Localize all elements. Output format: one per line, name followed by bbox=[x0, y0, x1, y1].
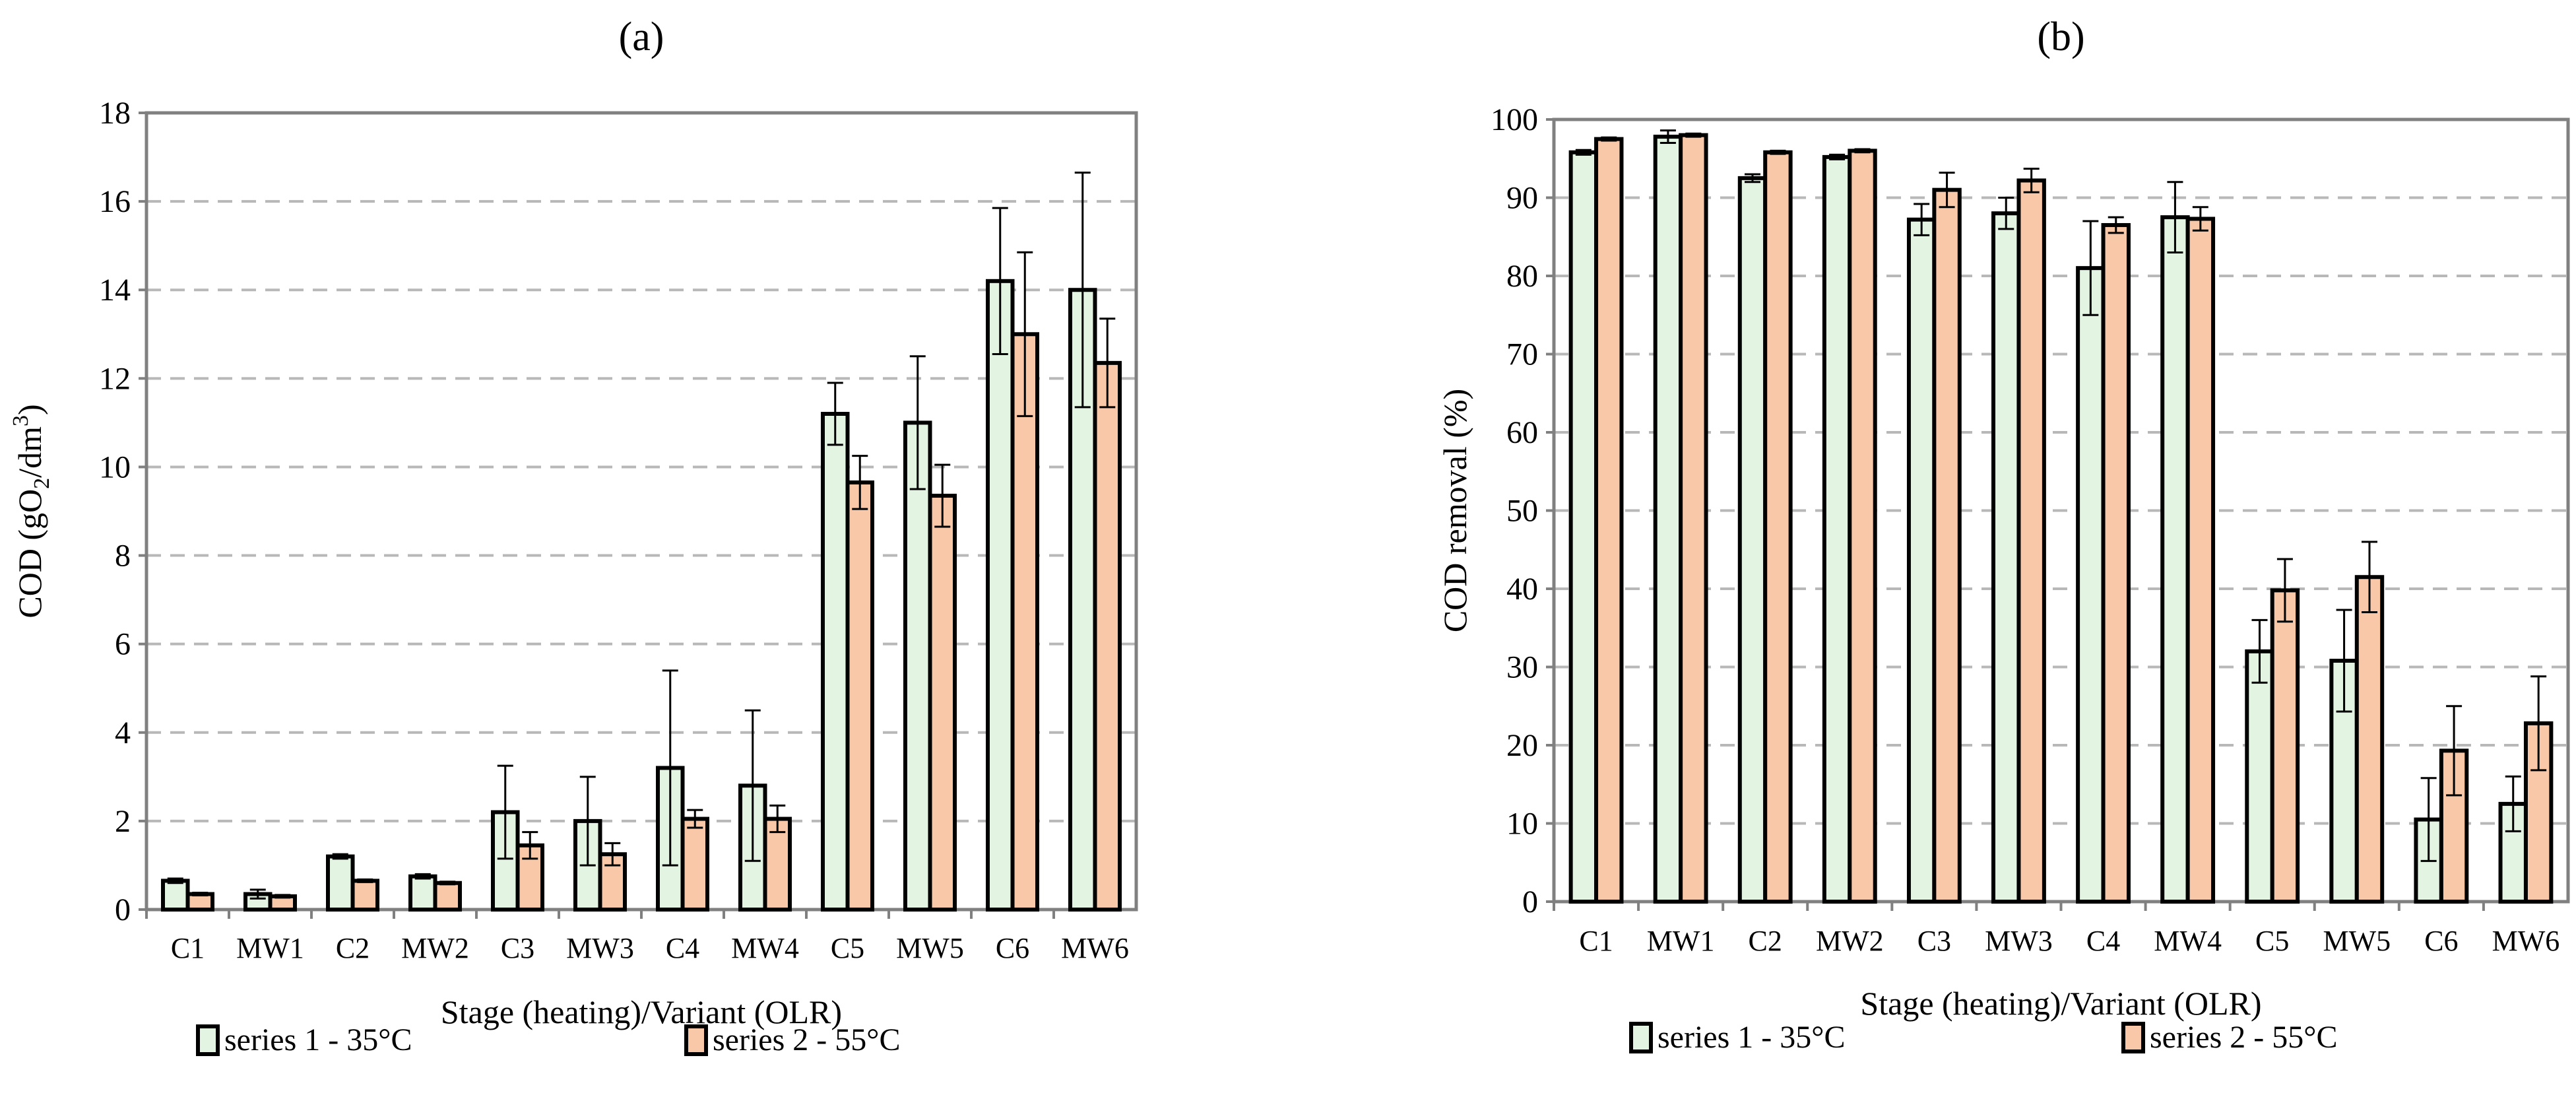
x-tick-label: C3 bbox=[501, 932, 534, 964]
y-tick-label: 30 bbox=[1506, 650, 1538, 685]
y-tick-label: 6 bbox=[115, 627, 131, 662]
x-tick-label: C6 bbox=[2424, 925, 2458, 957]
bar-series2 bbox=[433, 881, 462, 912]
y-tick-label: 14 bbox=[99, 273, 131, 308]
y-tick-label: 4 bbox=[115, 716, 131, 750]
x-tick-label: C5 bbox=[2255, 925, 2289, 957]
bar-series1 bbox=[1906, 217, 1937, 904]
bar-series1 bbox=[408, 874, 437, 912]
chart-title: (a) bbox=[619, 15, 664, 59]
x-tick-label: C2 bbox=[336, 932, 370, 964]
x-tick-label: MW6 bbox=[1061, 932, 1129, 964]
x-tick-label: MW6 bbox=[2492, 925, 2560, 957]
x-tick-label: C2 bbox=[1749, 925, 1782, 957]
y-axis-title: COD removal (%) bbox=[1436, 389, 1473, 632]
bar-series2 bbox=[2270, 588, 2300, 904]
y-tick-label: 60 bbox=[1506, 415, 1538, 450]
x-tick-label: MW2 bbox=[401, 932, 469, 964]
y-tick-label: 10 bbox=[99, 450, 131, 484]
bar-series1 bbox=[1737, 176, 1768, 904]
y-tick-label: 40 bbox=[1506, 572, 1538, 607]
y-tick-label: 80 bbox=[1506, 259, 1538, 294]
legend-label-series1: series 1 - 35°C bbox=[224, 1022, 412, 1057]
bar-series2 bbox=[1679, 133, 1708, 904]
legend-label-series1: series 1 - 35°C bbox=[1658, 1020, 1845, 1055]
x-tick-label: C1 bbox=[1579, 925, 1613, 957]
y-tick-label: 20 bbox=[1506, 728, 1538, 763]
bar-series2 bbox=[1594, 137, 1624, 904]
y-tick-label: 16 bbox=[99, 184, 131, 219]
x-tick-label: MW5 bbox=[2323, 925, 2391, 957]
bar-series2 bbox=[1010, 332, 1039, 912]
y-tick-label: 2 bbox=[115, 804, 131, 839]
bar-series2 bbox=[1763, 150, 1793, 904]
legend-label-series2: series 2 - 55°C bbox=[713, 1022, 900, 1057]
bar-series2 bbox=[350, 879, 379, 912]
bar-series1 bbox=[821, 411, 850, 912]
x-axis-title: Stage (heating)/Variant (OLR) bbox=[1860, 985, 2261, 1022]
y-tick-label: 90 bbox=[1506, 181, 1538, 216]
bar-series2 bbox=[1932, 187, 1962, 904]
legend-swatch-series1 bbox=[196, 1024, 220, 1056]
bar-series1 bbox=[1822, 154, 1852, 904]
y-tick-label: 18 bbox=[99, 96, 131, 131]
y-axis-title: COD (gO2/dm3) bbox=[9, 404, 54, 618]
y-tick-label: 100 bbox=[1491, 102, 1538, 137]
bar-series1 bbox=[1653, 135, 1683, 904]
bar-series1 bbox=[161, 879, 190, 912]
y-tick-label: 12 bbox=[99, 361, 131, 396]
x-tick-label: MW1 bbox=[1647, 925, 1715, 957]
y-tick-label: 0 bbox=[1522, 884, 1538, 919]
x-tick-label: MW3 bbox=[1985, 925, 2053, 957]
y-tick-label: 10 bbox=[1506, 807, 1538, 842]
bar-series2 bbox=[2354, 575, 2385, 904]
panel-a: (a) 0 2 4 6 8 10 12 14 16 18 C1 MW1 C2 MW2 C3 MW3 C4 MW4 C5… bbox=[9, 15, 1138, 1057]
y-tick-label: 8 bbox=[115, 539, 131, 574]
bar-series2 bbox=[680, 816, 709, 912]
x-tick-label: C6 bbox=[996, 932, 1029, 964]
x-tick-label: C1 bbox=[171, 932, 205, 964]
x-tick-label: MW1 bbox=[236, 932, 304, 964]
x-tick-label: MW2 bbox=[1816, 925, 1884, 957]
y-tick-label: 0 bbox=[115, 892, 131, 927]
x-tick-label: C3 bbox=[1917, 925, 1951, 957]
legend-swatch-series2 bbox=[684, 1024, 708, 1056]
bar-series1 bbox=[1991, 211, 2021, 904]
bar-series1 bbox=[2076, 266, 2106, 904]
bar-series2 bbox=[1093, 360, 1122, 912]
x-tick-label: C4 bbox=[666, 932, 699, 964]
panel-b: (b) 0 10 20 30 40 50 60 70 80 90 100 C1 MW1 C2 MW2 C3 MW3… bbox=[1436, 15, 2570, 1055]
x-tick-label: C5 bbox=[831, 932, 864, 964]
y-tick-label: 50 bbox=[1506, 494, 1538, 529]
legend-swatch-series1 bbox=[1629, 1022, 1653, 1053]
x-tick-label: C4 bbox=[2086, 925, 2120, 957]
bar-series2 bbox=[185, 892, 214, 912]
legend-label-series2: series 2 - 55°C bbox=[2150, 1020, 2337, 1055]
bar-series2 bbox=[845, 480, 874, 912]
y-tick-label: 70 bbox=[1506, 337, 1538, 372]
bar-series2 bbox=[1848, 149, 1877, 904]
bar-series2 bbox=[2101, 222, 2131, 904]
bar-series2 bbox=[2185, 216, 2216, 904]
bar-series1 bbox=[2160, 215, 2190, 904]
x-tick-label: MW4 bbox=[2154, 925, 2222, 957]
x-tick-label: MW4 bbox=[731, 932, 799, 964]
bar-series1 bbox=[2498, 801, 2528, 904]
bar-series2 bbox=[2016, 178, 2046, 904]
x-axis-title: Stage (heating)/Variant (OLR) bbox=[441, 993, 842, 1030]
bar-series2 bbox=[928, 494, 957, 912]
chart-title: (b) bbox=[2037, 15, 2084, 59]
bar-series1 bbox=[2245, 649, 2274, 904]
x-tick-label: MW3 bbox=[566, 932, 634, 964]
bar-series1 bbox=[326, 854, 355, 912]
legend-swatch-series2 bbox=[2121, 1022, 2145, 1053]
bar-series1 bbox=[903, 420, 932, 912]
bar-series1 bbox=[986, 279, 1015, 912]
bar-series1 bbox=[1568, 150, 1599, 904]
x-tick-label: MW5 bbox=[896, 932, 964, 964]
